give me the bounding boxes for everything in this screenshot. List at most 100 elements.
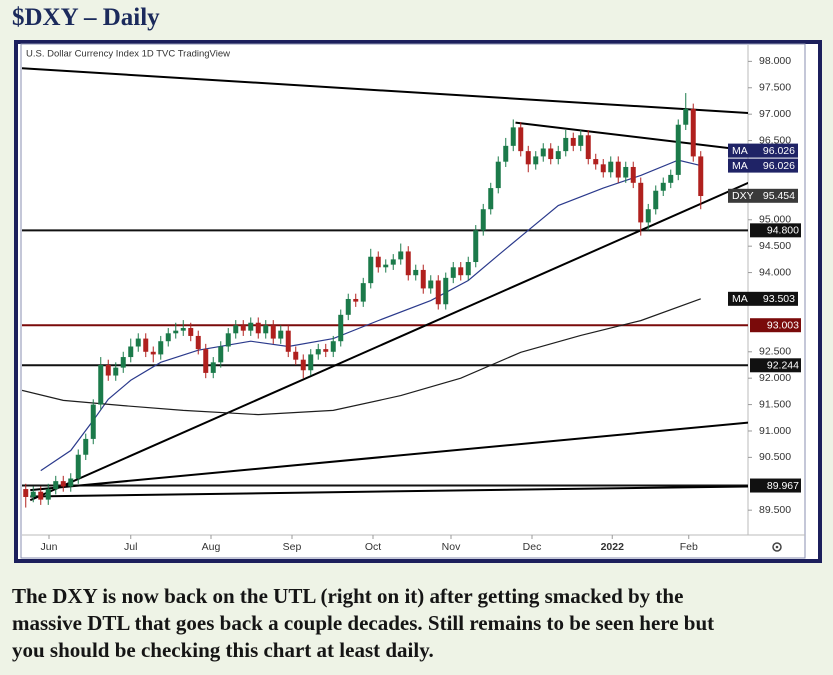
candle-body [53, 481, 59, 490]
candle-body [570, 137, 576, 146]
x-tick-label: Nov [442, 541, 461, 553]
candle-body [353, 298, 359, 302]
candle [30, 486, 36, 503]
candle [660, 177, 666, 197]
candle [608, 156, 614, 178]
candle [128, 338, 134, 363]
price-label-value: 96.026 [763, 145, 795, 157]
candle [465, 256, 471, 281]
settings-icon[interactable] [772, 542, 782, 552]
candle-body [578, 135, 584, 146]
candle [638, 177, 644, 236]
candle-body [75, 454, 81, 479]
y-tick-label: 91.000 [759, 425, 791, 437]
candle-body [330, 341, 336, 352]
candle [675, 119, 681, 181]
candle [690, 103, 696, 162]
candle [368, 248, 374, 289]
candle [203, 343, 209, 379]
candle [120, 351, 126, 373]
candle [473, 225, 479, 268]
candle [285, 325, 291, 358]
level-label-box [750, 478, 801, 493]
level-label: 89.967 [767, 480, 799, 492]
candle [435, 275, 441, 310]
candle-body [503, 145, 509, 162]
candle [315, 343, 321, 360]
candle [630, 161, 636, 189]
candle [413, 264, 419, 281]
chart-inner-frame [20, 43, 806, 559]
price-label-box [728, 158, 798, 173]
y-tick-label: 97.000 [759, 108, 791, 120]
candle [293, 346, 299, 365]
x-tick-label: Jun [41, 541, 58, 553]
candle-body [218, 346, 224, 363]
candle [308, 349, 314, 376]
candle [105, 359, 111, 381]
candle [653, 185, 659, 215]
candle-body [338, 314, 344, 342]
y-tick-label: 89.500 [759, 504, 791, 516]
level-label-box [750, 318, 801, 333]
candle [90, 399, 96, 445]
candle [390, 254, 396, 270]
candle-body [68, 478, 74, 487]
trendline [30, 421, 748, 492]
candle [443, 272, 449, 310]
candle [525, 145, 531, 173]
candle-body [585, 135, 591, 160]
candle [225, 328, 231, 352]
candle [45, 483, 51, 505]
trendline [30, 485, 748, 498]
candle [218, 341, 224, 368]
y-tick-label: 91.500 [759, 398, 791, 410]
candle-body [293, 351, 299, 360]
price-label-name: MA [732, 293, 748, 305]
y-tick-label: 94.500 [759, 240, 791, 252]
candle-body [600, 164, 606, 173]
candle [255, 317, 261, 339]
candle [615, 156, 621, 183]
candle-body [263, 325, 269, 334]
candle-body [30, 491, 36, 497]
candle [165, 328, 171, 347]
candle-body [300, 359, 306, 371]
caption-line: massive DTL that goes back a couple deca… [12, 611, 715, 635]
price-label-box [728, 291, 798, 306]
candle-body [173, 330, 179, 334]
price-label-name: MA [732, 160, 748, 172]
candle [210, 357, 216, 379]
x-tick-label: Dec [523, 541, 542, 553]
caption-line: you should be checking this chart at lea… [12, 638, 434, 662]
candle [645, 203, 651, 231]
candle [173, 322, 179, 339]
candle-body [690, 108, 696, 157]
candle-body [563, 137, 569, 152]
candle-body [450, 267, 456, 278]
candle-body [630, 166, 636, 183]
candle-body [368, 256, 374, 284]
candle [38, 486, 44, 505]
candle-body [615, 161, 621, 178]
candle [585, 130, 591, 165]
candle-body [90, 404, 96, 439]
price-label-name: DXY [732, 190, 754, 202]
candle [683, 93, 689, 131]
candle-body [525, 151, 531, 165]
candle [263, 320, 269, 339]
candle [383, 259, 389, 273]
candle-body [540, 148, 546, 157]
x-tick-label: Sep [283, 541, 302, 553]
candle-body [240, 325, 246, 331]
candle-body [120, 357, 126, 368]
candle [180, 320, 186, 336]
candle [195, 330, 201, 355]
candle-body [98, 364, 104, 405]
candle-body [180, 328, 186, 331]
candle [248, 317, 254, 336]
candle-body [255, 322, 261, 334]
price-label-name: MA [732, 145, 748, 157]
y-tick-label: 95.000 [759, 214, 791, 226]
